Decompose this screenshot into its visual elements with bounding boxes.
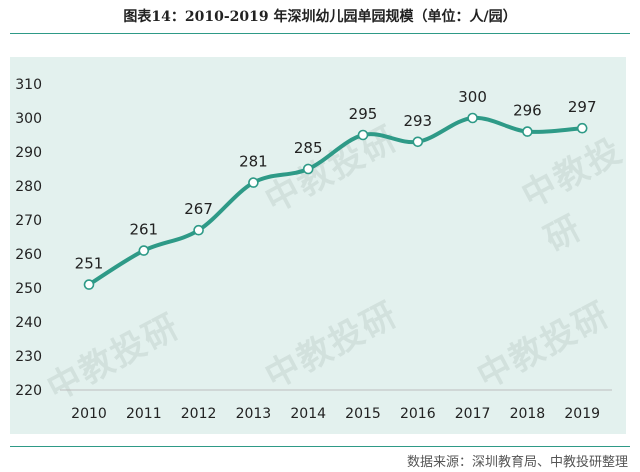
x-tick-label: 2018	[510, 406, 546, 422]
data-point	[83, 279, 95, 290]
source-note: 数据来源：深圳教育局、中教投研整理	[406, 455, 628, 470]
data-label: 296	[513, 102, 542, 120]
plot-area	[10, 57, 626, 434]
x-tick-label: 2014	[290, 406, 326, 422]
y-tick-label: 280	[15, 179, 42, 195]
x-tick-label: 2010	[71, 406, 107, 422]
y-tick-label: 220	[15, 383, 42, 399]
data-label: 300	[458, 88, 487, 106]
data-label: 261	[129, 221, 158, 239]
data-point	[412, 136, 424, 148]
series-line	[87, 115, 585, 287]
y-tick-label: 260	[15, 247, 42, 263]
data-label: 295	[349, 105, 378, 123]
data-point	[193, 224, 204, 236]
data-point	[248, 177, 259, 188]
x-tick-label: 2011	[126, 406, 162, 422]
data-point	[522, 126, 533, 137]
title-rule	[10, 33, 630, 34]
y-tick-label: 230	[15, 349, 42, 365]
x-tick-label: 2016	[400, 406, 436, 422]
data-point	[138, 245, 150, 256]
x-tick-label: 2013	[236, 406, 272, 422]
x-tick-label: 2012	[181, 406, 217, 422]
data-label: 297	[568, 98, 597, 116]
data-label: 251	[75, 255, 104, 273]
y-tick-label: 290	[15, 145, 42, 161]
y-tick-label: 300	[15, 111, 42, 127]
y-tick-label: 310	[15, 77, 42, 93]
data-label: 285	[294, 139, 323, 157]
data-point	[302, 163, 314, 175]
y-tick-label: 270	[15, 213, 42, 229]
data-point	[357, 129, 369, 141]
x-tick-label: 2017	[455, 406, 491, 422]
data-point	[576, 122, 588, 134]
x-tick-label: 2019	[564, 406, 600, 422]
y-tick-label: 250	[15, 281, 42, 297]
data-label: 293	[403, 112, 432, 130]
source-rule	[10, 446, 630, 447]
chart-title: 图表14：2010-2019 年深圳幼儿园单园规模（单位：人/园）	[123, 9, 517, 25]
x-tick-label: 2015	[345, 406, 381, 422]
data-point	[467, 112, 478, 124]
data-label: 267	[184, 200, 213, 218]
data-label: 281	[239, 153, 268, 171]
y-tick-label: 240	[15, 315, 42, 331]
